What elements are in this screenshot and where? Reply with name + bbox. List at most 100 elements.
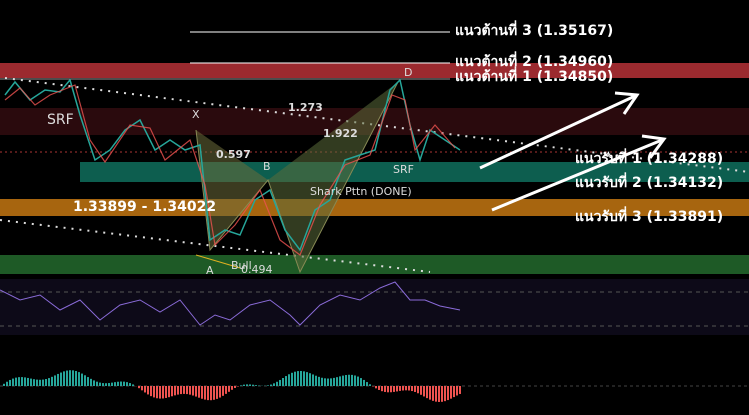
histogram-bar [333, 377, 335, 386]
histogram-bar [330, 378, 332, 386]
histogram-bar [351, 374, 353, 386]
price-series [4, 78, 461, 252]
histogram-bar [177, 386, 179, 395]
ratio-label: 1.922 [323, 127, 358, 140]
histogram-bar [6, 381, 8, 386]
arrow [479, 94, 636, 170]
histogram-bar [315, 375, 317, 386]
histogram-bar [192, 386, 194, 396]
histogram-bar [15, 377, 17, 386]
histogram-bar [39, 379, 41, 386]
histogram-bar [102, 383, 104, 386]
histogram-bar [285, 376, 287, 386]
histogram-bar [300, 370, 302, 386]
histogram-bar [294, 371, 296, 386]
histogram-bar [411, 386, 413, 392]
point-label: B [263, 160, 271, 173]
histogram-bar [60, 372, 62, 386]
histogram-bar [87, 377, 89, 386]
histogram-bar [276, 381, 278, 386]
histogram-bar [69, 370, 71, 386]
srf-label: SRF [47, 112, 74, 128]
bull-label: Bull [231, 259, 252, 272]
histogram-bar [3, 383, 5, 386]
histogram-bar [36, 379, 38, 386]
histogram-bar [240, 385, 242, 386]
histogram-bar [378, 386, 380, 390]
histogram-bar [216, 386, 218, 399]
histogram-bar [54, 375, 56, 386]
histogram-bar [105, 383, 107, 386]
histogram-bar [9, 379, 11, 386]
histogram-bar [198, 386, 200, 398]
histogram-bar [321, 377, 323, 386]
resistance-label: แนวต้านที่ 3 (1.35167) [455, 20, 613, 39]
histogram-bar [117, 381, 119, 386]
srf-label: SRF [393, 163, 414, 176]
histogram-bar [24, 377, 26, 386]
histogram-bar [246, 384, 248, 386]
histogram-bar [228, 386, 230, 392]
histogram-bar [417, 386, 419, 394]
histogram-bar [279, 379, 281, 386]
histogram-bar [141, 386, 143, 391]
histogram-bar [186, 386, 188, 395]
histogram-bar [441, 386, 443, 402]
histogram-bar [342, 375, 344, 386]
histogram-bar [381, 386, 383, 392]
histogram-bar [384, 386, 386, 392]
histogram-bar [369, 384, 371, 386]
histogram-bar [426, 386, 428, 399]
rsi-panel [0, 279, 749, 335]
histogram-bar [138, 386, 140, 389]
histogram-bar [297, 371, 299, 386]
histogram-bar [354, 375, 356, 386]
histogram-bar [273, 383, 275, 386]
histogram-bar [366, 382, 368, 386]
histogram-bar [75, 371, 77, 386]
histogram-bar [129, 383, 131, 386]
histogram-bar [435, 386, 437, 402]
histogram-bar [123, 381, 125, 386]
histogram-bar [168, 386, 170, 398]
histogram-bar [51, 376, 53, 386]
histogram-bar [324, 378, 326, 386]
support-label: แนวรับที่ 1 (1.34288) [575, 148, 723, 167]
histogram-bar [303, 371, 305, 386]
histogram-bar [99, 382, 101, 386]
rsi-line [0, 281, 461, 326]
pattern-xab [196, 130, 268, 250]
histogram-bar [66, 370, 68, 386]
histogram-bar [72, 370, 74, 386]
histogram-bar [390, 386, 392, 393]
histogram-bar [318, 376, 320, 386]
zone-label: 1.33899 - 1.34022 [73, 199, 216, 215]
histogram-bar [219, 386, 221, 398]
histogram-bar [459, 386, 461, 394]
histogram-bar [93, 380, 95, 386]
histogram-bar [12, 378, 14, 386]
histogram-bar [18, 377, 20, 386]
pattern-outline [195, 81, 399, 274]
histogram-bar [45, 379, 47, 386]
histogram-bar [375, 386, 377, 389]
histogram-bar [249, 384, 251, 386]
histogram-bar [150, 386, 152, 397]
histogram-bar [309, 373, 311, 386]
trendline [0, 219, 431, 273]
resistance-label: แนวต้านที่ 1 (1.34850) [455, 66, 613, 85]
histogram-bar [165, 386, 167, 398]
histogram-bar [21, 377, 23, 386]
histogram-bar [423, 386, 425, 397]
histogram-bar [201, 386, 203, 399]
histogram-bar [231, 386, 233, 390]
histogram-bar [210, 386, 212, 401]
histogram-bar [327, 378, 329, 386]
histogram-bar [183, 386, 185, 394]
histogram-bar [405, 386, 407, 391]
histogram-bar [144, 386, 146, 393]
histogram-bar [27, 377, 29, 386]
histogram-bar [396, 386, 398, 392]
pattern-bcd [268, 82, 398, 272]
